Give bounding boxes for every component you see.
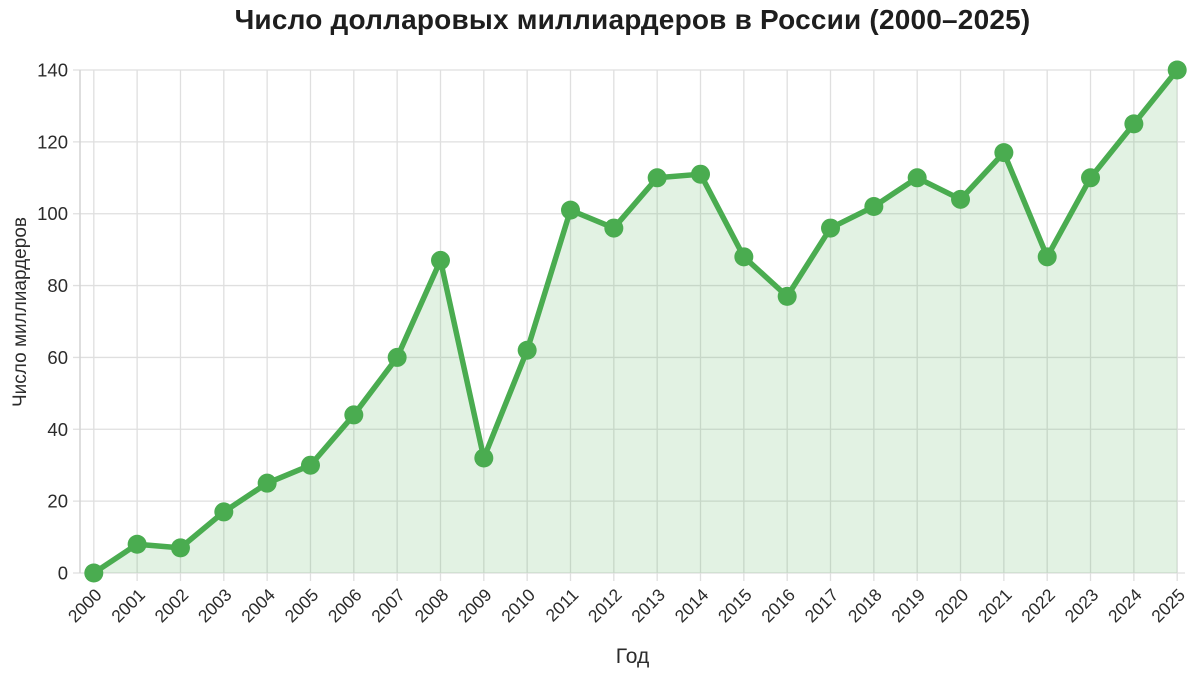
x-tick-label: 2011 — [542, 585, 583, 626]
y-tick-label: 20 — [47, 491, 68, 512]
area-fill — [93, 70, 1178, 573]
x-tick-label: 2006 — [324, 585, 366, 627]
x-tick-label: 2012 — [584, 585, 626, 627]
data-point — [1167, 60, 1187, 80]
x-tick-label: 2021 — [974, 585, 1016, 627]
x-tick-label: 2010 — [497, 585, 539, 627]
y-tick-label: 140 — [37, 60, 68, 81]
data-point — [1081, 168, 1101, 188]
x-tick-label: 2013 — [627, 585, 669, 627]
data-point — [777, 286, 797, 306]
x-tick-label: 2008 — [411, 585, 453, 627]
x-tick-label: 2005 — [281, 585, 323, 627]
x-tick-label: 2003 — [194, 585, 236, 627]
data-point — [907, 168, 927, 188]
data-point — [517, 340, 537, 360]
x-tick-label: 2004 — [237, 585, 279, 627]
x-tick-label: 2025 — [1147, 585, 1189, 627]
x-tick-label: 2016 — [757, 585, 799, 627]
data-point — [994, 143, 1014, 163]
data-point — [821, 218, 841, 238]
y-tick-label: 80 — [47, 275, 68, 296]
x-tick-label: 2020 — [931, 585, 973, 627]
y-tick-label: 60 — [47, 347, 68, 368]
data-point — [691, 164, 711, 184]
x-tick-label: 2017 — [801, 585, 843, 627]
data-point — [127, 534, 147, 554]
data-point — [214, 502, 234, 522]
y-tick-label: 100 — [37, 203, 68, 224]
y-tick-label: 120 — [37, 131, 68, 152]
data-point — [387, 347, 407, 367]
data-point — [170, 538, 190, 558]
x-tick-label: 2007 — [367, 585, 409, 627]
x-tick-label: 2019 — [887, 585, 929, 627]
data-point — [1037, 247, 1057, 267]
data-point — [864, 197, 884, 217]
data-point — [647, 168, 667, 188]
x-tick-label: 2000 — [64, 585, 106, 627]
data-point — [344, 405, 364, 425]
data-point — [1124, 114, 1144, 134]
data-point — [257, 473, 277, 493]
data-point — [604, 218, 624, 238]
data-point — [560, 200, 580, 220]
x-tick-label: 2009 — [454, 585, 496, 627]
data-point — [951, 189, 971, 209]
data-point — [430, 250, 450, 270]
x-axis-title: Год — [615, 645, 650, 668]
data-point — [300, 455, 320, 475]
x-tick-label: 2022 — [1017, 585, 1059, 627]
data-point — [734, 247, 754, 267]
y-tick-label: 40 — [47, 419, 68, 440]
data-point — [474, 448, 494, 468]
data-point — [84, 563, 104, 583]
x-tick-label: 2023 — [1061, 585, 1103, 627]
x-tick-label: 2014 — [671, 585, 713, 627]
x-tick-label: 2015 — [714, 585, 756, 627]
chart-title: Число долларовых миллиардеров в России (… — [234, 4, 1031, 35]
x-tick-label: 2001 — [107, 585, 149, 627]
x-tick-label: 2002 — [151, 585, 193, 627]
y-tick-label: 0 — [58, 563, 68, 584]
x-tick-label: 2024 — [1104, 585, 1146, 627]
x-tick-label: 2018 — [844, 585, 886, 627]
